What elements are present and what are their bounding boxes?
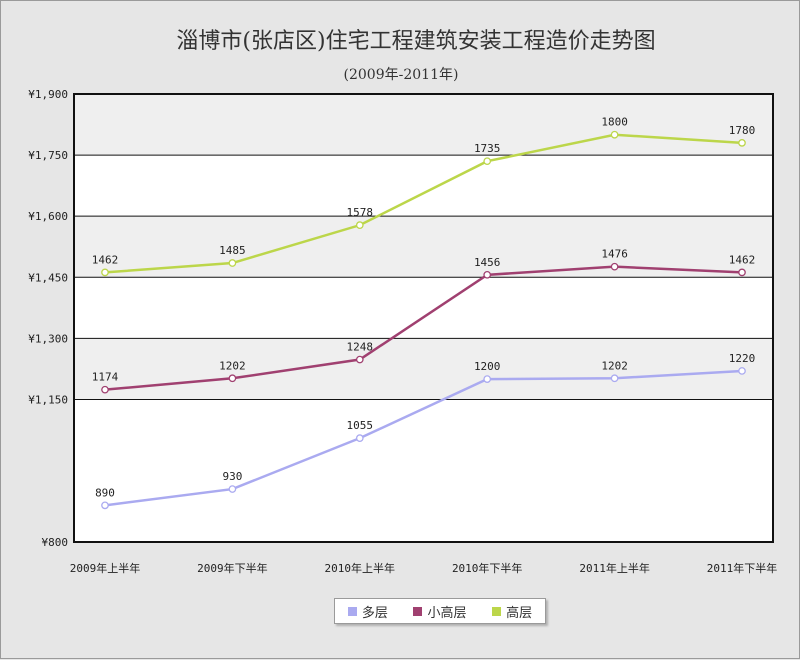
y-tick-label: ¥1,150 xyxy=(28,393,68,406)
y-tick-label: ¥1,900 xyxy=(28,88,68,101)
x-tick-label: 2011年上半年 xyxy=(579,561,650,575)
data-point xyxy=(355,355,364,364)
data-label: 1202 xyxy=(219,359,246,372)
x-tick-label: 2009年下半年 xyxy=(197,561,268,575)
grid-band xyxy=(74,94,773,156)
legend-label: 小高层 xyxy=(427,605,467,621)
data-label: 1462 xyxy=(729,253,756,266)
data-label: 1202 xyxy=(601,359,628,372)
x-tick-label: 2011年下半年 xyxy=(707,561,778,575)
data-point xyxy=(355,434,364,442)
data-label: 1735 xyxy=(474,142,501,155)
data-point xyxy=(738,367,746,375)
data-point xyxy=(738,268,746,277)
legend-label: 多层 xyxy=(361,605,388,621)
series-line xyxy=(104,133,743,274)
legend-swatch xyxy=(413,606,423,616)
y-tick-label: ¥1,300 xyxy=(28,332,68,345)
y-tick-label: ¥1,600 xyxy=(28,210,68,223)
chart-title: 淄博市(张店区)住宅工程建筑安装工程造价走势图 xyxy=(176,29,656,54)
grid-band xyxy=(74,338,773,400)
legend-item-highrise: 高层 xyxy=(492,602,532,621)
legend-label: 高层 xyxy=(506,605,533,621)
data-label: 1476 xyxy=(601,248,628,261)
data-point xyxy=(610,262,619,271)
data-label: 930 xyxy=(222,470,242,483)
data-point xyxy=(483,375,492,383)
data-label: 1462 xyxy=(92,253,119,266)
data-point xyxy=(228,259,237,267)
data-point xyxy=(483,270,492,279)
legend-swatch xyxy=(492,606,502,616)
data-label: 1456 xyxy=(474,256,501,269)
data-point xyxy=(738,139,746,147)
data-point xyxy=(610,374,619,383)
data-label: 1055 xyxy=(347,419,374,432)
series-line xyxy=(104,265,743,391)
data-point xyxy=(101,268,109,277)
x-tick-label: 2009年上半年 xyxy=(70,561,141,575)
data-point xyxy=(101,385,109,394)
data-label: 1200 xyxy=(474,360,501,373)
data-label: 1248 xyxy=(347,341,374,354)
data-label: 1220 xyxy=(729,352,756,365)
data-label: 1800 xyxy=(601,116,628,129)
x-tick-label: 2010年下半年 xyxy=(452,561,523,575)
data-label: 1485 xyxy=(219,244,246,257)
data-label: 1780 xyxy=(729,124,756,137)
y-tick-label: ¥1,750 xyxy=(28,149,68,162)
plot-border xyxy=(73,93,774,543)
data-label: 1578 xyxy=(347,206,374,219)
legend-item-multistorey: 多层 xyxy=(347,602,388,621)
chart-subtitle: (2009年-2011年) xyxy=(343,67,459,83)
legend: 多层 小高层 高层 xyxy=(334,598,546,624)
data-point xyxy=(355,221,364,229)
data-point xyxy=(101,501,109,510)
data-point xyxy=(228,485,237,493)
y-tick-label: ¥800 xyxy=(42,536,69,549)
data-point xyxy=(610,130,619,139)
y-tick-label: ¥1,450 xyxy=(28,271,68,284)
x-tick-label: 2010年上半年 xyxy=(325,561,396,575)
legend-swatch xyxy=(347,606,357,616)
legend-item-small-highrise: 小高层 xyxy=(413,602,466,621)
data-point xyxy=(483,157,492,166)
data-label: 890 xyxy=(95,486,115,499)
data-label: 1174 xyxy=(92,371,119,384)
series-line xyxy=(104,369,743,507)
data-point xyxy=(228,374,237,383)
